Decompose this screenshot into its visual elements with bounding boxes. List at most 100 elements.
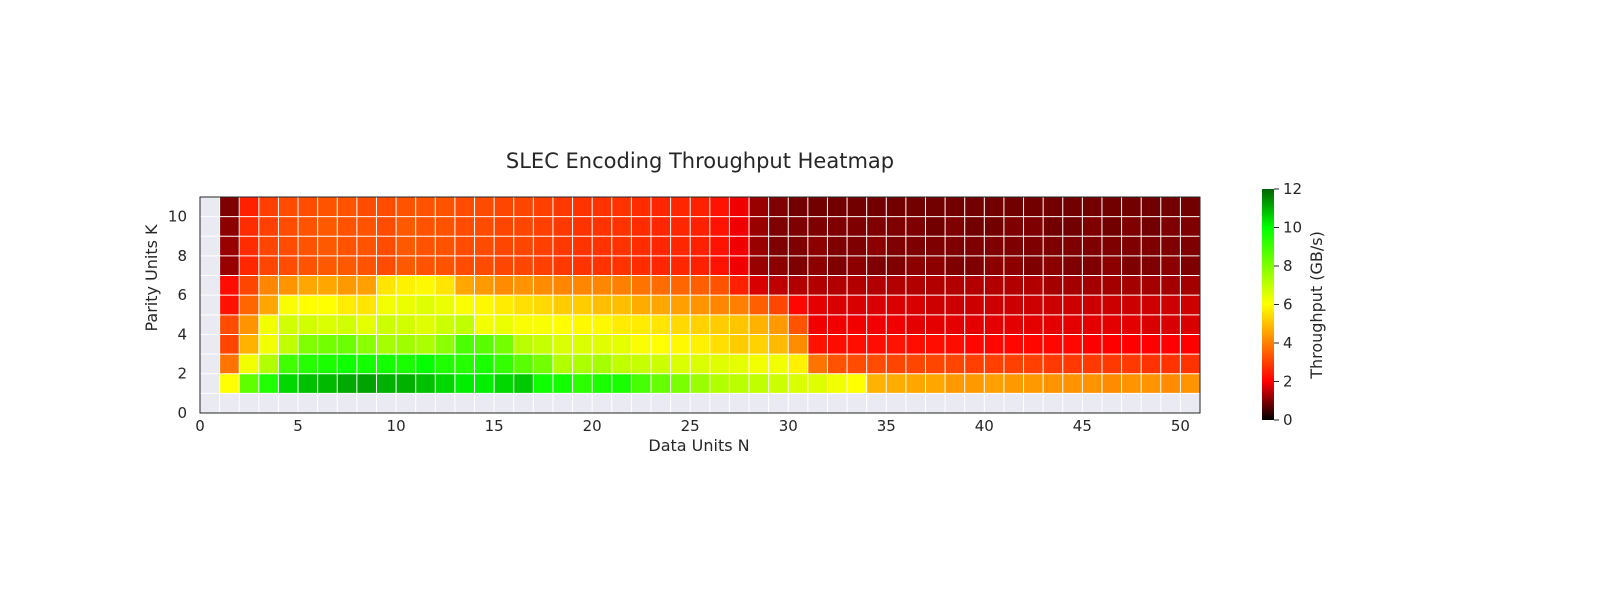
- heatmap-cell: [964, 373, 985, 394]
- heatmap-cell: [552, 314, 573, 335]
- heatmap-cell: [611, 255, 632, 276]
- heatmap-cell: [709, 334, 730, 355]
- heatmap-cell: [356, 354, 377, 374]
- heatmap-cell: [396, 334, 416, 355]
- heatmap-cell: [690, 216, 710, 237]
- heatmap-cell: [592, 334, 612, 355]
- heatmap-cell: [945, 314, 965, 335]
- heatmap-cell: [396, 354, 416, 374]
- heatmap-cell: [474, 216, 495, 237]
- heatmap-cell: [337, 216, 357, 237]
- heatmap-cell: [337, 236, 357, 256]
- x-axis-label: Data Units N: [648, 436, 749, 455]
- heatmap-cell: [945, 216, 965, 237]
- heatmap-cell: [925, 197, 946, 217]
- heatmap-cell: [788, 197, 808, 217]
- heatmap-cell: [278, 197, 299, 217]
- heatmap-cell: [827, 354, 848, 374]
- heatmap-cell: [670, 216, 691, 237]
- heatmap-cell: [650, 334, 671, 355]
- heatmap-cell: [219, 314, 240, 335]
- heatmap-cell: [945, 275, 965, 296]
- heatmap-cell: [807, 236, 828, 256]
- heatmap-cell: [964, 275, 985, 296]
- heatmap-cell: [219, 334, 240, 355]
- heatmap-cell: [1180, 275, 1200, 296]
- heatmap-cell: [1160, 236, 1181, 256]
- heatmap-cell: [356, 236, 377, 256]
- heatmap-cell: [239, 236, 259, 256]
- heatmap-cell: [807, 354, 828, 374]
- y-tick-label: 10: [168, 208, 187, 226]
- heatmap-cell: [1043, 334, 1063, 355]
- heatmap-cell: [1082, 295, 1102, 315]
- heatmap-cell: [356, 216, 377, 237]
- heatmap-cell: [807, 295, 828, 315]
- heatmap-cell: [552, 275, 573, 296]
- y-tick-label: 2: [177, 365, 187, 383]
- heatmap-cell: [827, 216, 848, 237]
- heatmap-cell: [1180, 236, 1200, 256]
- x-tick-label: 35: [877, 417, 896, 435]
- heatmap-cell: [317, 354, 338, 374]
- heatmap-cell: [611, 275, 632, 296]
- heatmap-cell: [219, 354, 240, 374]
- heatmap-cell: [650, 314, 671, 335]
- heatmap-cell: [337, 334, 357, 355]
- heatmap-cell: [866, 354, 887, 374]
- heatmap-cell: [1023, 354, 1044, 374]
- heatmap-cell: [356, 275, 377, 296]
- heatmap-cell: [709, 216, 730, 237]
- y-axis-ticks: 0 2 4 6 8 10: [168, 208, 187, 422]
- heatmap-cell: [415, 295, 436, 315]
- heatmap-cell: [1180, 255, 1200, 276]
- colorbar-tick-label: 2: [1283, 373, 1293, 391]
- heatmap-cell: [807, 255, 828, 276]
- heatmap-cell: [278, 354, 299, 374]
- heatmap-cell: [494, 373, 514, 394]
- heatmap-cell: [1003, 314, 1024, 335]
- heatmap-cell: [1121, 197, 1142, 217]
- colorbar: 0 2 4 6 8 10 12 Throughput (GB/s): [1262, 180, 1326, 429]
- heatmap-cell: [533, 236, 553, 256]
- heatmap-cell: [768, 197, 789, 217]
- heatmap-cell: [513, 373, 534, 394]
- heatmap-cell: [807, 197, 828, 217]
- heatmap-cell: [337, 197, 357, 217]
- heatmap-cell: [1082, 275, 1102, 296]
- heatmap-cell: [847, 216, 867, 237]
- heatmap-cell: [984, 216, 1004, 237]
- x-tick-label: 45: [1073, 417, 1092, 435]
- heatmap-cell: [631, 354, 651, 374]
- heatmap-cell: [1141, 197, 1161, 217]
- heatmap-cell: [925, 275, 946, 296]
- heatmap-cell: [278, 255, 299, 276]
- heatmap-cell: [1160, 373, 1181, 394]
- heatmap-cell: [925, 354, 946, 374]
- x-axis-ticks: 0 5 10 15 20 25 30 35 40 45 50: [195, 417, 1190, 435]
- heatmap-cell: [533, 314, 553, 335]
- heatmap-cell: [1062, 236, 1083, 256]
- heatmap-cell: [945, 255, 965, 276]
- heatmap-cell: [396, 275, 416, 296]
- heatmap-cell: [494, 275, 514, 296]
- heatmap-cell: [1160, 314, 1181, 335]
- heatmap-cell: [670, 373, 691, 394]
- heatmap-cell: [454, 275, 475, 296]
- heatmap-cell: [592, 197, 612, 217]
- heatmap-cell: [1101, 275, 1122, 296]
- heatmap-cell: [258, 373, 279, 394]
- heatmap-cell: [415, 236, 436, 256]
- x-tick-label: 10: [387, 417, 406, 435]
- x-tick-label: 15: [485, 417, 504, 435]
- heatmap-cell: [788, 216, 808, 237]
- heatmap-cell: [1180, 373, 1200, 394]
- heatmap-cell: [827, 314, 848, 335]
- heatmap-cell: [1043, 314, 1063, 335]
- heatmap-cell: [552, 334, 573, 355]
- heatmap-cell: [729, 275, 750, 296]
- heatmap-cell: [474, 295, 495, 315]
- heatmap-cell: [435, 197, 455, 217]
- heatmap-cell: [415, 275, 436, 296]
- heatmap-cell: [984, 275, 1004, 296]
